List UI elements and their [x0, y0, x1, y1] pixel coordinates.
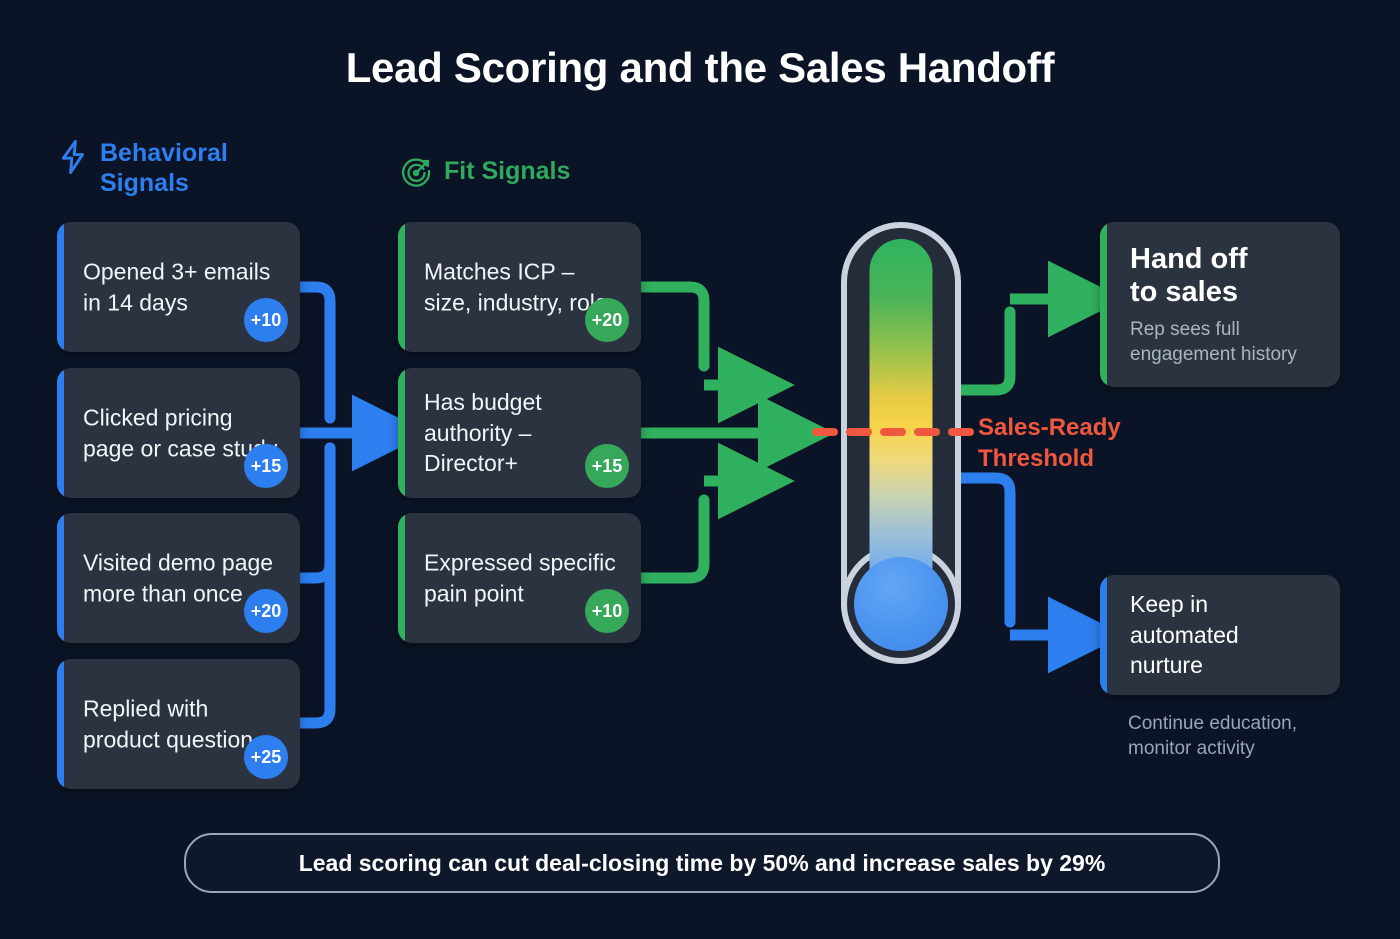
card-accent-bar [57, 222, 64, 352]
sales-ready-threshold-label: Sales-Ready Threshold [978, 414, 1121, 472]
behavioral-connectors [294, 281, 336, 729]
outcome-nurture-content: Keep in automated nurture [1130, 589, 1324, 681]
score-badge: +20 [244, 589, 288, 633]
card-accent-bar [398, 222, 405, 352]
lightning-bolt-icon [58, 139, 88, 180]
score-badge: +15 [585, 444, 629, 488]
outcome-nurture-sub: Continue education, monitor activity [1128, 713, 1298, 760]
page-title: Lead Scoring and the Sales Handoff [345, 44, 1055, 91]
card-text: Clicked pricing page or case study [83, 404, 278, 461]
card-accent-bar [57, 513, 64, 643]
behavioral-card-3[interactable]: Visited demo page more than once +20 [57, 513, 300, 643]
target-arrow-icon [400, 157, 432, 194]
score-thermometer [841, 222, 961, 664]
score-badge: +25 [244, 735, 288, 779]
fit-card-3[interactable]: Expressed specific pain point +10 [398, 513, 641, 643]
card-accent-bar [57, 659, 64, 789]
card-accent-bar [57, 368, 64, 498]
score-badge: +10 [244, 298, 288, 342]
stat-banner: Lead scoring can cut deal-closing time b… [184, 833, 1220, 893]
outcome-card-nurture[interactable]: Keep in automated nurture [1100, 575, 1340, 695]
card-text: Opened 3+ emails in 14 days [83, 258, 271, 315]
stat-banner-text: Lead scoring can cut deal-closing time b… [298, 849, 1106, 876]
behavioral-card-4[interactable]: Replied with product question +25 [57, 659, 300, 789]
card-accent-bar [398, 513, 405, 643]
outcome-handoff-heading: Hand off to sales [1130, 242, 1248, 308]
card-text: Matches ICP – size, industry, role [424, 258, 608, 315]
column-header-fit-label: Fit Signals [444, 157, 571, 185]
outcome-handoff-sub: Rep sees full engagement history [1130, 319, 1297, 365]
thermometer-bulb-fill [854, 557, 948, 651]
card-accent-bar [398, 368, 405, 498]
column-header-fit: Fit Signals [400, 157, 660, 194]
behavioral-card-2[interactable]: Clicked pricing page or case study +15 [57, 368, 300, 498]
fit-connectors [634, 281, 710, 584]
column-header-behavioral: Behavioral Signals [58, 139, 318, 198]
score-badge: +15 [244, 444, 288, 488]
card-text: Expressed specific pain point [424, 549, 616, 606]
outcome-nurture-heading: Keep in automated nurture [1130, 591, 1239, 679]
fit-card-1[interactable]: Matches ICP – size, industry, role +20 [398, 222, 641, 352]
card-text: Has budget authority – Director+ [424, 389, 542, 477]
outcome-card-handoff[interactable]: Hand off to sales Rep sees full engageme… [1100, 222, 1340, 387]
score-badge: +20 [585, 298, 629, 342]
score-badge: +10 [585, 589, 629, 633]
outcome-handoff-content: Hand off to sales Rep sees full engageme… [1130, 242, 1324, 366]
behavioral-card-1[interactable]: Opened 3+ emails in 14 days +10 [57, 222, 300, 352]
fit-card-2[interactable]: Has budget authority – Director+ +15 [398, 368, 641, 498]
card-accent-bar [1100, 222, 1107, 387]
column-header-behavioral-label: Behavioral Signals [100, 139, 228, 197]
sales-ready-threshold-line [812, 428, 974, 436]
card-accent-bar [1100, 575, 1107, 695]
card-text: Visited demo page more than once [83, 549, 274, 606]
card-text: Replied with product question [83, 695, 254, 752]
